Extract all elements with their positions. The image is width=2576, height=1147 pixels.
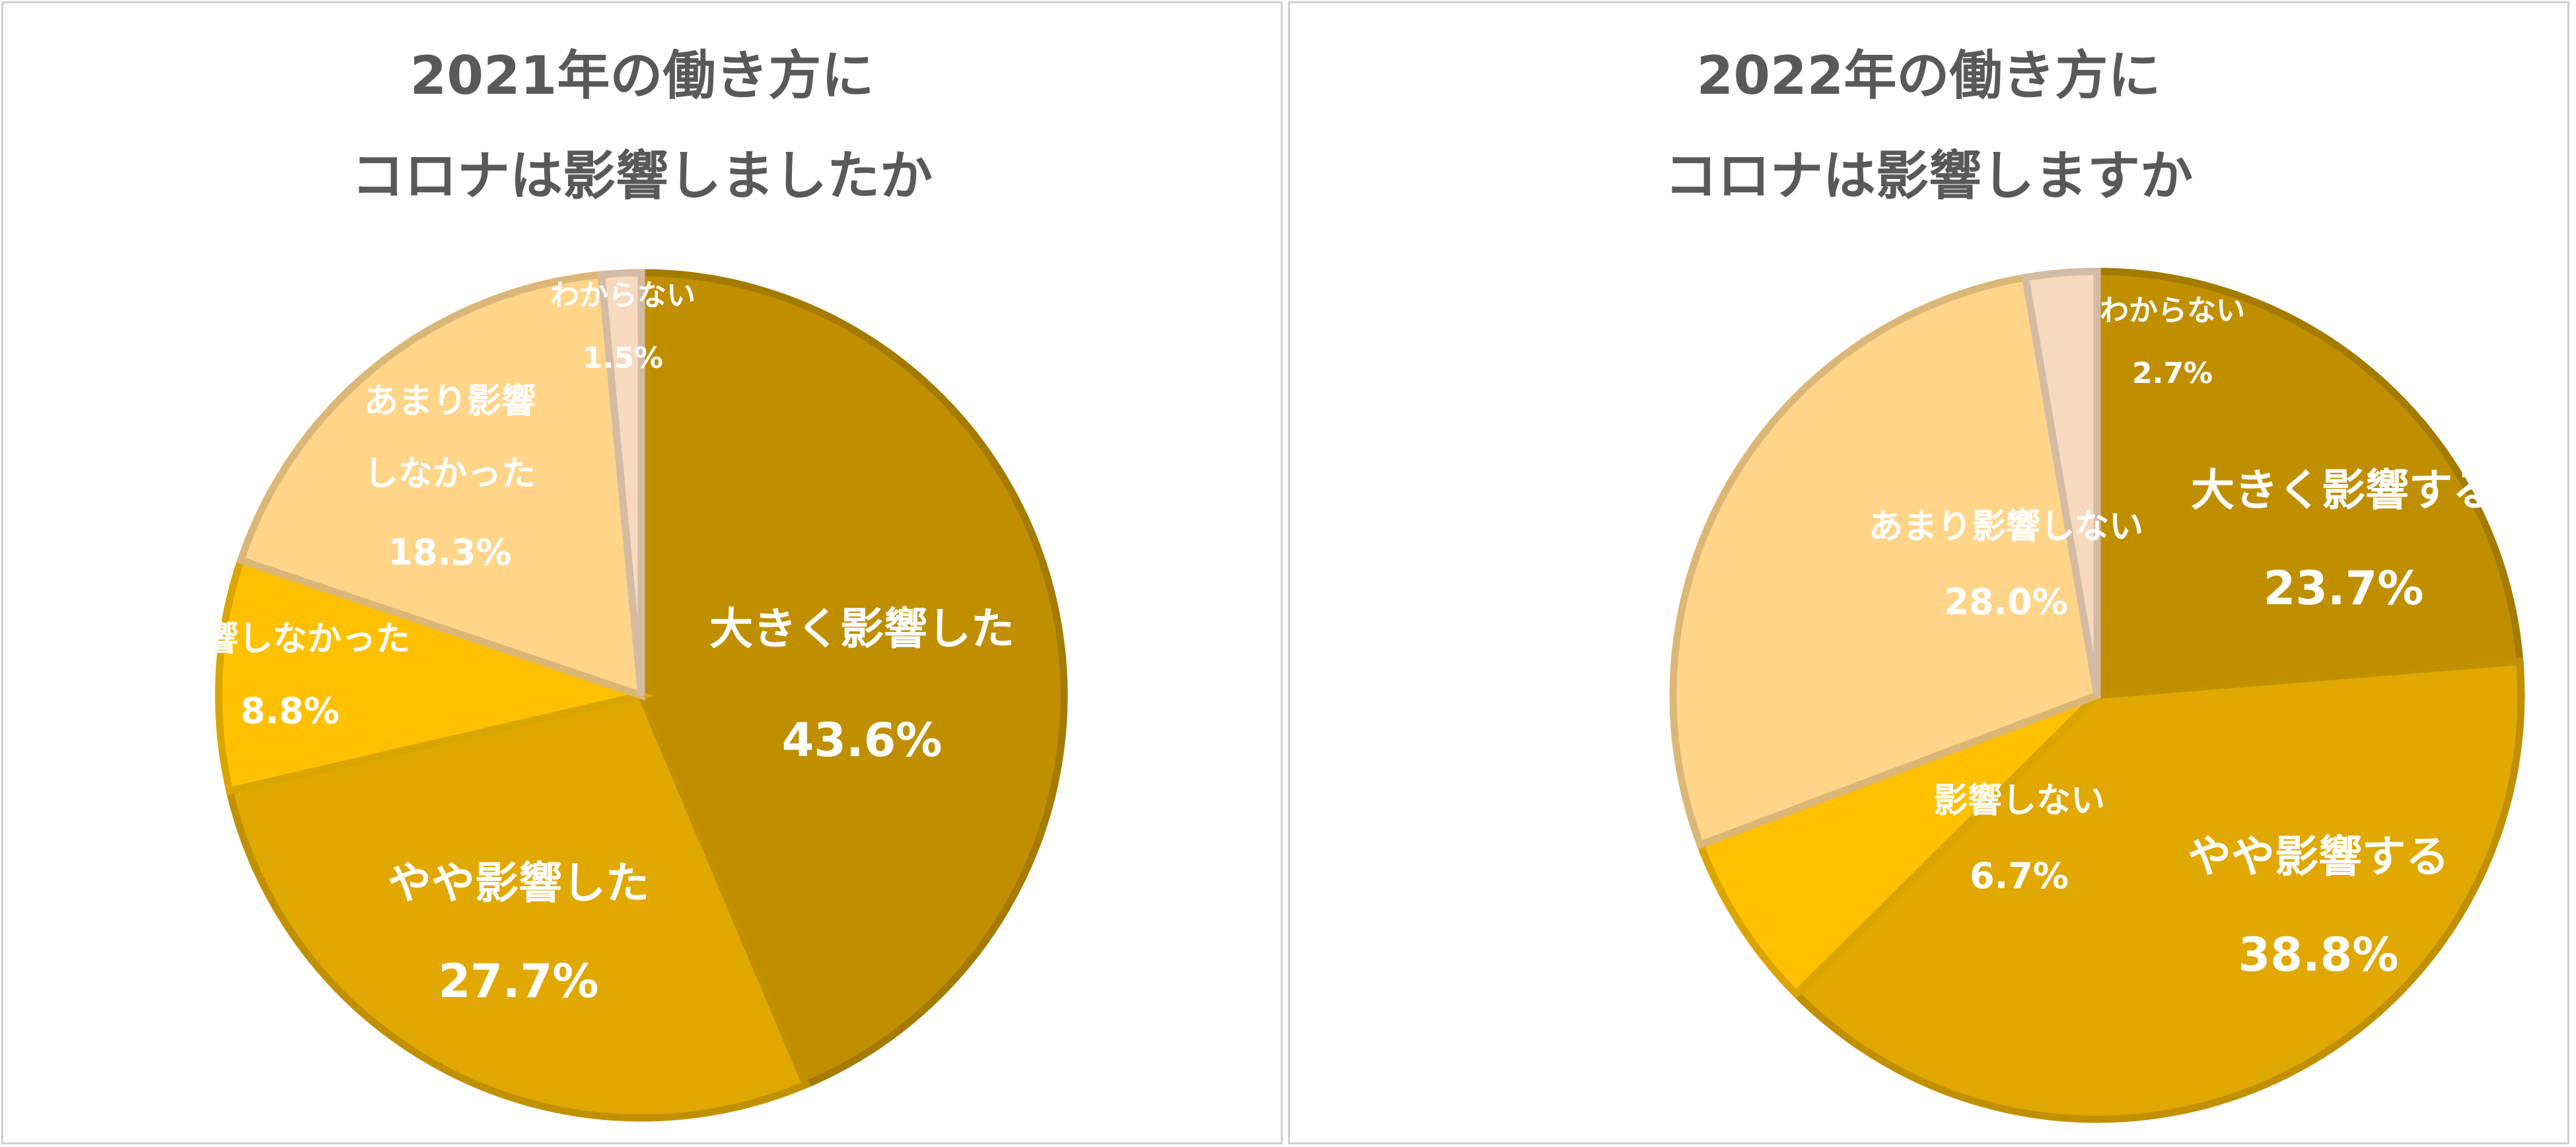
pie-slice-category: 影響しない — [1933, 781, 2105, 821]
pie-slice-value: 6.7% — [1970, 855, 2069, 897]
pie-slice-category: 大きく影響する — [2191, 465, 2496, 516]
pie-slice-value: 8.8% — [240, 690, 340, 732]
pie-slices — [219, 273, 1064, 1118]
pie-slice-value: 2.7% — [2132, 357, 2213, 390]
pie-slices — [1673, 271, 2521, 1119]
pie-chart-2021: 大きく影響した 43.6% やや影響した 27.7% 影響しなかった 8.8% あまり影響し… — [3, 3, 1281, 1142]
pie-slice-value: 1.5% — [583, 341, 663, 375]
pie-chart-2022: 大きく影響する 23.7% やや影響する 38.8% 影響しない 6.7% あまり影響しない… — [1290, 3, 2567, 1142]
pie-slice-value: 18.3% — [388, 532, 511, 573]
chart-panel-2022: 2022年の働き方に コロナは影響しますか 大きく影響する 23.7% やや影響する… — [1288, 1, 2569, 1144]
pie-slice-category: やや影響する — [2188, 831, 2449, 882]
pie-slice-category: あまり影響しない — [1869, 507, 2143, 547]
pie-slice-value: 43.6% — [782, 713, 943, 767]
pie-slice-category: しなかった — [364, 454, 536, 494]
pie-slice-category: わからない — [550, 279, 696, 312]
pie-slice-category: あまり影響 — [364, 382, 536, 421]
pie-slice-category: 影響しなかった — [170, 619, 410, 659]
chart-panel-2021: 2021年の働き方に コロナは影響しましたか 大きく影響した 43.6% やや影響し… — [1, 1, 1283, 1144]
pie-slice-value: 28.0% — [1944, 581, 2067, 623]
pie-slice-category: わからない — [2100, 294, 2245, 328]
pie-slice-category: やや影響した — [388, 858, 649, 909]
pie-slice-category: 大きく影響した — [709, 604, 1015, 654]
pie-slice-value: 23.7% — [2264, 561, 2424, 615]
pie-slice-value: 38.8% — [2238, 928, 2399, 982]
pie-slice-value: 27.7% — [439, 954, 599, 1008]
